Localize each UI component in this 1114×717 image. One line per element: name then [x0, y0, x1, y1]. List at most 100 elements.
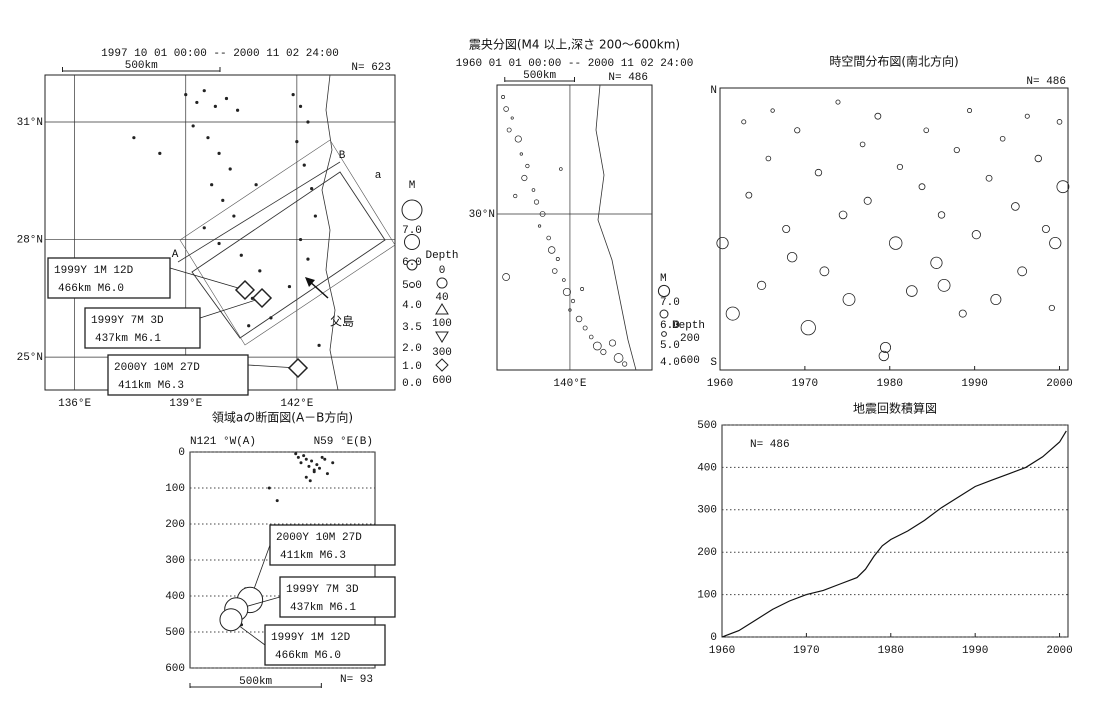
epicenter — [291, 92, 295, 97]
legend-symbol — [401, 199, 423, 221]
event — [814, 168, 823, 177]
event — [859, 141, 866, 148]
legend-label: 3.5 — [402, 322, 422, 334]
legend-label: 5.0 — [402, 280, 422, 292]
annotation-date: 2000Y 10M 27D — [114, 362, 200, 374]
profile-label: A — [172, 249, 179, 261]
epicenter — [608, 339, 617, 347]
event-symbol — [234, 279, 256, 301]
hypocenter — [304, 475, 308, 479]
depth-label: 200 — [680, 333, 700, 345]
x-tick-label: 1960 — [707, 378, 733, 390]
y-tick-label: 600 — [165, 663, 185, 675]
epicenter — [510, 116, 514, 120]
y-tick-label: 100 — [165, 483, 185, 495]
chart-title: 地震回数積算図 — [853, 401, 937, 416]
chart-title: 震央分図(M4 以上,深さ 200～600km) — [469, 38, 680, 52]
event — [888, 236, 903, 250]
epicenter — [298, 237, 303, 242]
depth-label: 40 — [435, 292, 448, 304]
y-tick-label: 300 — [697, 505, 717, 517]
event — [765, 155, 772, 162]
epicenter — [298, 104, 303, 108]
legend-symbol — [404, 234, 420, 250]
epicenter — [592, 341, 602, 351]
y-tick-label: 200 — [165, 519, 185, 531]
cumulative-line — [721, 430, 1067, 638]
epicenter — [210, 183, 214, 187]
leader-line — [199, 297, 263, 319]
event — [985, 174, 993, 182]
epicenter — [600, 348, 607, 356]
depth-title: Depth — [425, 250, 458, 262]
legend-symbol — [659, 309, 669, 319]
annotation-box — [107, 354, 249, 396]
legend-label: 4.0 — [402, 300, 422, 312]
epicenter — [217, 151, 221, 155]
annotation-box — [279, 576, 396, 618]
event — [838, 210, 848, 220]
epicenter — [287, 284, 292, 289]
legend-label: 0.0 — [402, 378, 422, 390]
epicenter — [306, 120, 310, 124]
epicenter — [232, 214, 236, 218]
count-label: N= 93 — [340, 674, 373, 686]
event — [1048, 304, 1055, 312]
end-label: N59 °E(B) — [314, 436, 373, 448]
annotation-detail: 466km M6.0 — [275, 650, 341, 662]
epicenter — [295, 140, 299, 144]
epicenter — [213, 104, 217, 108]
x-tick-label: 136°E — [58, 398, 91, 410]
event — [1056, 119, 1063, 125]
event — [1049, 237, 1062, 250]
hypocenter — [308, 479, 312, 483]
epicenter — [622, 361, 628, 367]
event — [782, 224, 791, 233]
region-label: a — [375, 170, 382, 182]
coastline — [321, 74, 339, 391]
annotation-date: 2000Y 10M 27D — [276, 532, 362, 544]
event — [906, 285, 918, 297]
epicenter — [531, 188, 536, 192]
epicenter — [302, 163, 306, 167]
epicenter — [519, 152, 523, 156]
hypocenter — [275, 499, 279, 503]
epicenter — [533, 199, 540, 205]
hypocenter — [323, 457, 327, 461]
x-tick-label: 1970 — [792, 378, 818, 390]
annotation-detail: 437km M6.1 — [290, 602, 356, 614]
y-tick-label: 400 — [697, 462, 717, 474]
leader-line — [169, 267, 246, 291]
event — [923, 127, 930, 134]
x-tick-label: 2000 — [1046, 378, 1072, 390]
event — [1056, 180, 1070, 194]
event — [786, 252, 798, 263]
epicenter — [235, 108, 240, 112]
legend-label: 7.0 — [660, 297, 680, 309]
arrow-head — [305, 277, 315, 287]
hypocenter — [320, 455, 324, 459]
epicenter — [588, 334, 594, 340]
epicenter — [195, 100, 199, 105]
scale-label: 500km — [125, 60, 158, 72]
x-tick-label: 140°E — [553, 378, 586, 390]
count-label: N= 623 — [351, 62, 391, 74]
event — [1017, 266, 1028, 277]
epicenter — [562, 287, 571, 297]
event — [958, 309, 967, 318]
hypocenter — [315, 463, 319, 467]
epicenter — [513, 193, 518, 199]
x-tick-label: 2000 — [1046, 645, 1072, 657]
epicenter — [310, 187, 314, 191]
event — [745, 191, 753, 199]
depth-symbol — [435, 303, 449, 315]
x-tick-label: 1980 — [878, 645, 904, 657]
y-tick-label: 28°N — [17, 234, 43, 246]
y-tick-label: 500 — [165, 627, 185, 639]
annotation-date: 1999Y 7M 3D — [286, 584, 359, 596]
hypocenter — [299, 461, 303, 465]
epicenter — [191, 124, 195, 128]
epicenter — [551, 268, 558, 274]
epicenter — [317, 343, 321, 347]
plot-frame — [719, 87, 1069, 371]
